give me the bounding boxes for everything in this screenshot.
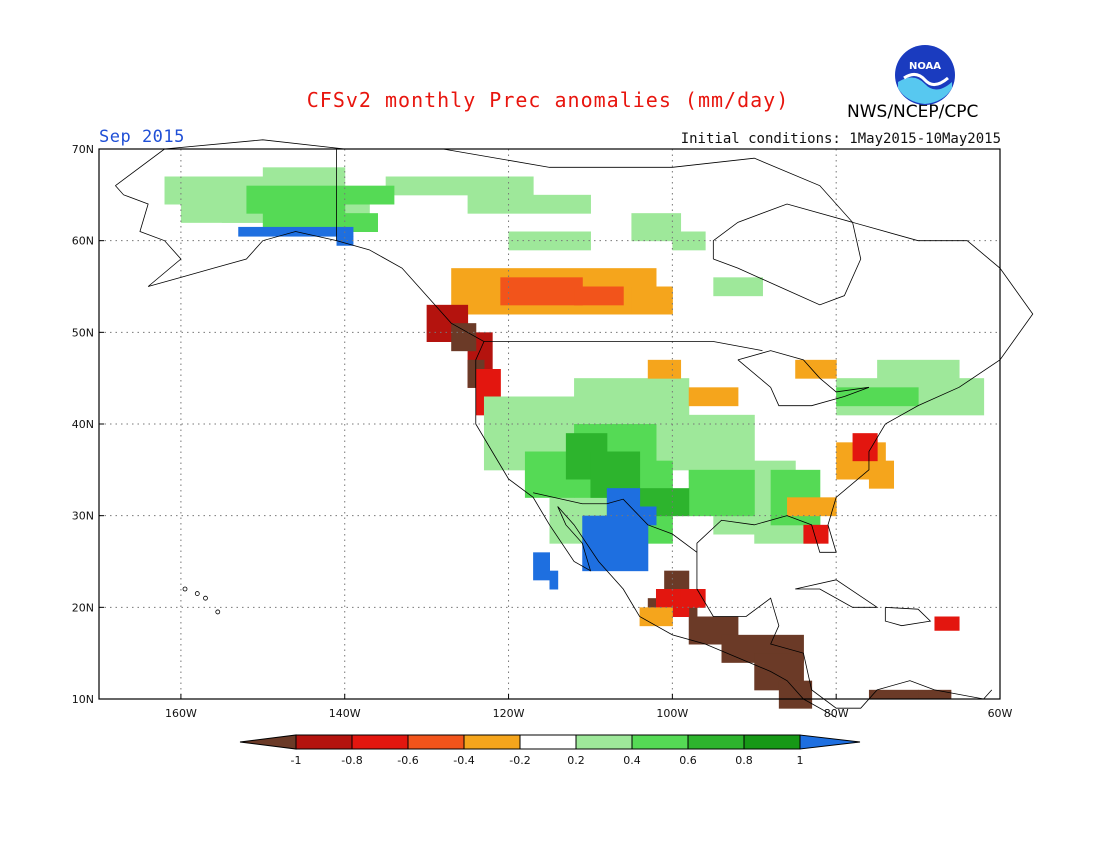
lat-label: 60N — [72, 235, 94, 248]
coastline-west — [115, 185, 837, 718]
org-label: NWS/NCEP/CPC — [847, 102, 979, 122]
cuba — [795, 579, 879, 608]
lon-label: 60W — [988, 707, 1013, 720]
colorbar-box — [631, 734, 689, 750]
lat-label: 40N — [72, 418, 94, 431]
noaa-logo: NOAA — [895, 45, 955, 105]
colorbar-tick-label: 1 — [797, 754, 804, 767]
colorbar-tick-label: -1 — [291, 754, 302, 767]
colorbar-tick-label: 0.2 — [567, 754, 585, 767]
lon-label: 120W — [493, 707, 525, 720]
colorbar-tick-label: -0.8 — [341, 754, 362, 767]
lat-label: 30N — [72, 510, 94, 523]
hudson-bay — [712, 203, 862, 306]
colorbar-box — [575, 734, 633, 750]
colorbar-tick-label: -0.4 — [453, 754, 474, 767]
chart-title: CFSv2 monthly Prec anomalies (mm/day) — [306, 88, 790, 112]
lat-label: 50N — [72, 326, 94, 339]
month-label: Sep 2015 — [99, 127, 185, 147]
anomaly-layer — [164, 167, 985, 709]
lat-label: 10N — [72, 693, 94, 706]
lon-label: 160W — [165, 707, 197, 720]
lon-label: 100W — [656, 707, 688, 720]
hawaii-island — [203, 595, 208, 601]
colorbar-tick-label: 0.8 — [735, 754, 753, 767]
colorbar-low-arrow — [239, 734, 297, 750]
hawaii-island — [182, 586, 188, 592]
colorbar-tick-label: -0.6 — [397, 754, 418, 767]
grid-lines — [99, 149, 1000, 699]
colorbar-box — [463, 734, 521, 750]
hawaii-island — [215, 609, 221, 615]
colorbar-tick-label: 0.6 — [679, 754, 697, 767]
lon-labels: 160W 140W 120W 100W 80W 60W — [165, 694, 1013, 720]
lon-label: 80W — [824, 707, 849, 720]
colorbar-box — [519, 734, 577, 750]
colorbar-box — [687, 734, 745, 750]
great-lakes — [737, 350, 870, 407]
colorbar-tick-label: 0.4 — [623, 754, 641, 767]
us-canada-border — [483, 341, 763, 352]
logo-text: NOAA — [909, 61, 941, 72]
lat-label: 20N — [72, 601, 94, 614]
coastline-east — [115, 139, 1034, 709]
us-mexico-border — [533, 492, 698, 553]
colorbar-high-arrow — [799, 734, 861, 750]
lon-label: 140W — [329, 707, 361, 720]
colorbar-box — [743, 734, 801, 750]
hawaii-island — [194, 591, 200, 596]
colorbar-box — [407, 734, 465, 750]
hispaniola — [884, 606, 932, 627]
lat-label: 70N — [72, 143, 94, 156]
colorbar-tick-label: -0.2 — [509, 754, 530, 767]
colorbar-box — [295, 734, 353, 750]
colorbar-box — [351, 734, 409, 750]
coastlines — [115, 139, 1034, 718]
initial-conditions-label: Initial conditions: 1May2015-10May2015 — [680, 131, 1001, 147]
lat-labels: 70N 60N 50N 40N 30N 20N 10N — [72, 143, 104, 706]
